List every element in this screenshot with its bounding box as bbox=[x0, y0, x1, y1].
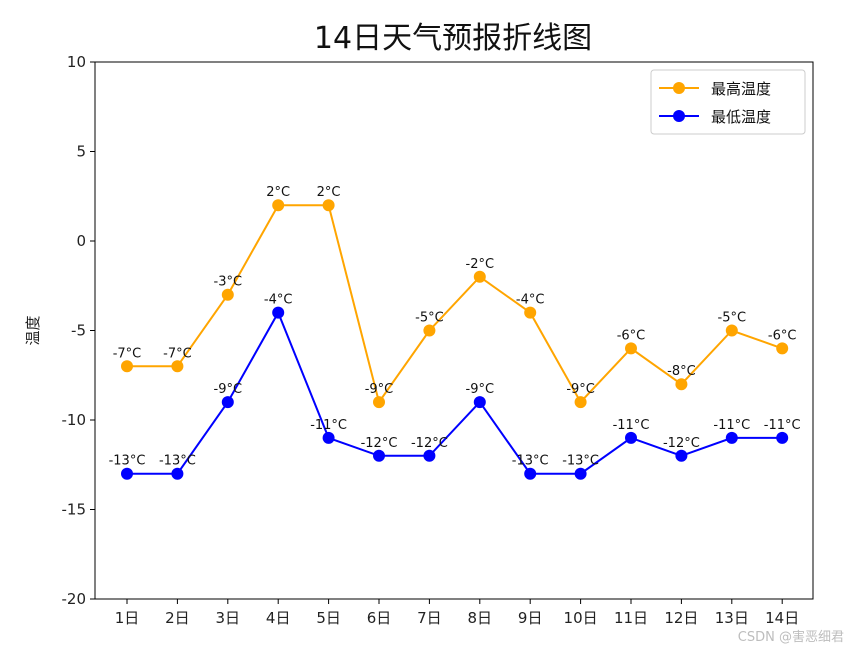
data-label: -6°C bbox=[617, 328, 646, 343]
x-tick-label: 3日 bbox=[216, 609, 241, 627]
data-label: -9°C bbox=[566, 382, 595, 397]
data-point bbox=[322, 431, 335, 444]
x-tick-label: 9日 bbox=[518, 609, 543, 627]
data-label: -4°C bbox=[516, 293, 545, 308]
data-label: -13°C bbox=[159, 454, 196, 469]
y-tick-label: -20 bbox=[62, 590, 87, 608]
data-label: -11°C bbox=[310, 418, 347, 433]
x-tick-label: 4日 bbox=[266, 609, 291, 627]
data-label: -6°C bbox=[768, 328, 797, 343]
data-point bbox=[625, 431, 637, 444]
data-point bbox=[625, 342, 637, 355]
series-line-low bbox=[127, 310, 783, 475]
y-tick-label: 10 bbox=[67, 53, 86, 71]
x-tick-label: 8日 bbox=[468, 609, 493, 627]
data-point bbox=[221, 396, 234, 409]
data-label: -4°C bbox=[264, 293, 293, 308]
legend-swatch-marker bbox=[673, 110, 685, 122]
x-tick-label: 11日 bbox=[614, 609, 648, 627]
data-label: -12°C bbox=[361, 436, 398, 451]
series-line-high bbox=[127, 204, 783, 405]
chart-title: 14日天气预报折线图 bbox=[314, 21, 592, 56]
data-label: -9°C bbox=[214, 382, 243, 397]
x-tick-label: 1日 bbox=[115, 609, 140, 627]
y-tick-label: -10 bbox=[62, 411, 87, 429]
data-point bbox=[423, 324, 436, 337]
data-point bbox=[171, 467, 184, 480]
data-label: -13°C bbox=[109, 454, 146, 469]
data-point bbox=[473, 270, 486, 283]
data-label: -2°C bbox=[466, 257, 495, 272]
data-point bbox=[725, 324, 738, 337]
data-label: -11°C bbox=[764, 418, 801, 433]
y-axis-label: 温度 bbox=[24, 315, 42, 345]
data-label: 2°C bbox=[266, 185, 290, 200]
data-point bbox=[221, 288, 234, 301]
x-tick-label: 10日 bbox=[564, 609, 598, 627]
data-point bbox=[776, 431, 789, 444]
data-label: -13°C bbox=[512, 454, 549, 469]
data-point bbox=[272, 199, 285, 212]
data-point bbox=[675, 449, 688, 462]
data-point bbox=[171, 360, 184, 373]
y-tick-label: 5 bbox=[76, 143, 86, 161]
legend-swatch-marker bbox=[673, 82, 685, 94]
data-label: -5°C bbox=[415, 311, 444, 326]
data-label: -12°C bbox=[663, 436, 700, 451]
legend-box bbox=[650, 69, 806, 135]
x-tick-label: 7日 bbox=[417, 609, 442, 627]
x-tick-label: 6日 bbox=[367, 609, 392, 627]
data-label: -13°C bbox=[562, 454, 599, 469]
data-label: -9°C bbox=[466, 382, 495, 397]
data-point bbox=[373, 396, 385, 409]
x-tick-label: 5日 bbox=[316, 609, 341, 627]
x-tick-label: 14日 bbox=[765, 609, 799, 627]
legend-label: 最低温度 bbox=[711, 108, 771, 126]
data-point bbox=[473, 396, 486, 409]
data-point bbox=[524, 467, 537, 480]
data-point bbox=[423, 449, 436, 462]
data-point bbox=[574, 396, 587, 409]
data-point bbox=[574, 467, 587, 480]
y-tick-label: -5 bbox=[71, 322, 86, 340]
data-label: -3°C bbox=[214, 275, 243, 290]
data-point bbox=[322, 199, 335, 212]
data-point bbox=[524, 306, 537, 319]
data-label: -7°C bbox=[163, 346, 192, 361]
data-label: -9°C bbox=[365, 382, 394, 397]
x-tick-label: 13日 bbox=[715, 609, 749, 627]
data-label: -5°C bbox=[718, 311, 747, 326]
x-tick-label: 12日 bbox=[664, 609, 698, 627]
data-label: 2°C bbox=[317, 185, 341, 200]
x-tick-label: 2日 bbox=[165, 609, 190, 627]
data-point bbox=[373, 449, 385, 462]
y-tick-label: -15 bbox=[62, 501, 87, 519]
data-label: -11°C bbox=[713, 418, 750, 433]
data-point bbox=[121, 360, 133, 373]
data-point bbox=[121, 467, 133, 480]
data-label: -8°C bbox=[667, 364, 696, 379]
legend-label: 最高温度 bbox=[711, 80, 771, 98]
data-point bbox=[725, 431, 738, 444]
data-point bbox=[776, 342, 789, 355]
data-label: -12°C bbox=[411, 436, 448, 451]
data-point bbox=[675, 378, 688, 391]
data-point bbox=[272, 306, 285, 319]
y-tick-label: 0 bbox=[76, 232, 86, 250]
data-label: -7°C bbox=[113, 346, 142, 361]
data-label: -11°C bbox=[613, 418, 650, 433]
watermark: CSDN @害恶细君 bbox=[737, 630, 844, 645]
